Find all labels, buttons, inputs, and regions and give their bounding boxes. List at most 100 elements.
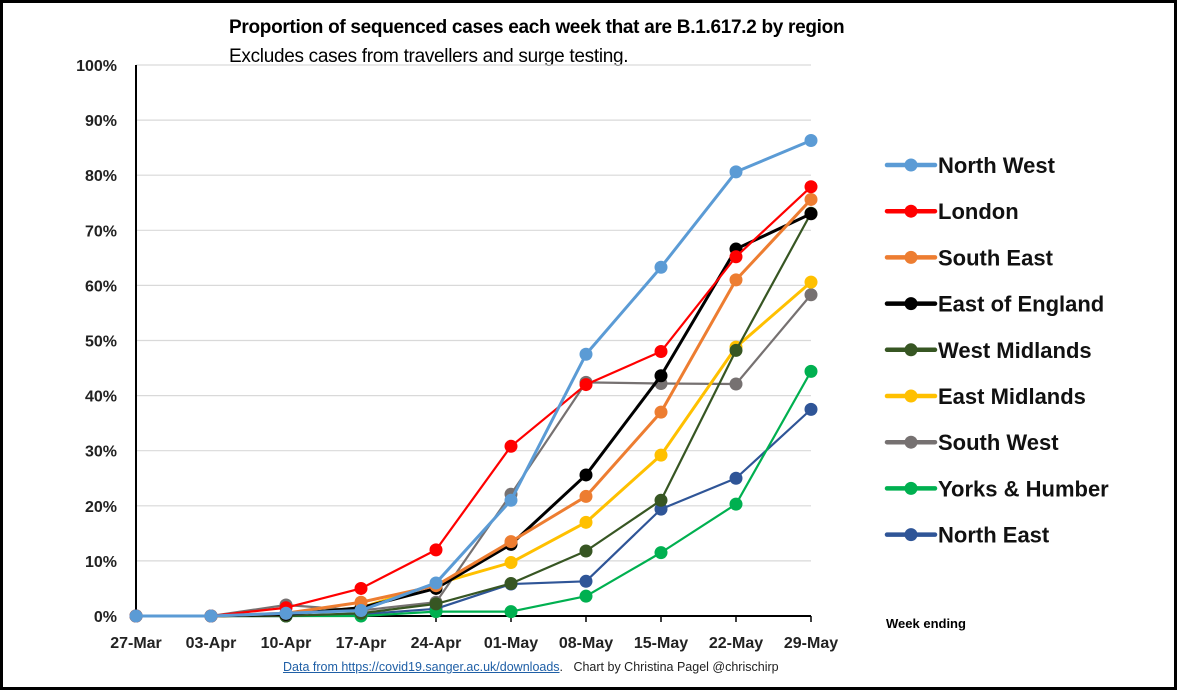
data-point — [804, 402, 818, 416]
gridlines — [136, 64, 811, 562]
x-tick-label: 27-Mar — [110, 635, 162, 652]
data-point — [429, 576, 443, 590]
series-lines — [129, 133, 818, 623]
chart-subtitle: Excludes cases from travellers and surge… — [229, 46, 633, 68]
data-point — [729, 377, 743, 391]
legend-label: South East — [938, 245, 1054, 270]
series-line — [136, 212, 812, 618]
x-tick-label: 10-Apr — [261, 635, 312, 652]
data-point — [504, 605, 518, 619]
x-tick-label: 01-May — [484, 635, 538, 652]
data-point — [804, 133, 818, 147]
data-point — [729, 343, 743, 357]
data-point — [504, 535, 518, 549]
series-london — [129, 180, 818, 623]
data-point — [579, 574, 593, 588]
legend-label: East of England — [938, 292, 1104, 317]
data-point — [504, 576, 518, 590]
data-point — [654, 448, 668, 462]
y-tick-label: 20% — [85, 499, 117, 516]
data-point — [654, 546, 668, 560]
x-tick-label: 15-May — [634, 635, 688, 652]
x-axis-title: Week ending — [886, 616, 966, 631]
legend-item: Yorks & Humber — [884, 476, 1109, 501]
data-point — [804, 364, 818, 378]
legend-swatch-marker — [904, 297, 918, 311]
legend-swatch-marker — [904, 528, 918, 542]
x-tick-label: 22-May — [709, 635, 763, 652]
data-point — [429, 597, 443, 611]
data-point — [579, 544, 593, 558]
data-point — [654, 260, 668, 274]
data-point — [729, 165, 743, 179]
footer: Data from https://covid19.sanger.ac.uk/d… — [283, 660, 779, 674]
data-point — [504, 493, 518, 507]
series-line — [136, 198, 813, 618]
series-north-east — [129, 402, 818, 623]
x-tick-label: 08-May — [559, 635, 613, 652]
x-tick-label: 17-Apr — [336, 635, 387, 652]
data-point — [804, 180, 818, 194]
data-point — [129, 609, 143, 623]
y-tick-label: 0% — [94, 609, 117, 626]
data-point — [729, 497, 743, 511]
legend-item: East of England — [884, 292, 1104, 317]
series-line — [136, 185, 812, 618]
data-point — [429, 543, 443, 557]
legend-swatch-marker — [904, 481, 918, 495]
series-line — [136, 139, 812, 618]
x-tick-label: 03-Apr — [186, 635, 237, 652]
legend-swatch-marker — [904, 389, 918, 403]
legend-label: Yorks & Humber — [938, 476, 1109, 501]
legend-item: West Midlands — [884, 338, 1092, 363]
series-yorks-humber — [129, 364, 818, 623]
legend-label: North West — [938, 153, 1056, 178]
x-tick-label: 29-May — [784, 635, 838, 652]
y-tick-label: 40% — [85, 389, 117, 406]
legend-label: North East — [938, 523, 1050, 548]
chart-credit: Chart by Christina Pagel @chrischirp — [573, 660, 779, 674]
y-tick-label: 60% — [85, 278, 117, 295]
legend-label: West Midlands — [938, 338, 1092, 363]
x-axis-ticks: 27-Mar 03-Apr 10-Apr 17-Apr 24-Apr 01-May 08-M… — [110, 616, 838, 652]
y-tick-label: 30% — [85, 444, 117, 461]
series-north-west — [129, 133, 818, 623]
data-point — [579, 515, 593, 529]
y-tick-label: 50% — [85, 334, 117, 351]
chart-title: Proportion of sequenced cases each week … — [229, 17, 845, 38]
series-west-midlands — [129, 206, 818, 623]
legend-item: London — [884, 199, 1019, 224]
data-point — [579, 347, 593, 361]
legend-label: London — [938, 199, 1019, 224]
data-point — [579, 378, 593, 392]
data-point — [729, 250, 743, 264]
series-east-of-england — [129, 207, 818, 623]
data-point — [729, 273, 743, 287]
y-tick-label: 90% — [85, 113, 117, 130]
data-point — [729, 471, 743, 485]
y-tick-label: 70% — [85, 223, 117, 240]
data-point — [804, 275, 818, 289]
legend-swatch-marker — [904, 158, 918, 172]
y-tick-label: 10% — [85, 554, 117, 571]
data-point — [504, 439, 518, 453]
series-line — [136, 212, 812, 618]
data-point — [579, 489, 593, 503]
y-axis-ticks: 0% 10% 20% 30% 40% 50% 60% 70% 80% 90% 100% — [76, 58, 117, 626]
legend-swatch-marker — [904, 204, 918, 218]
source-link[interactable]: Data from https://covid19.sanger.ac.uk/d… — [283, 660, 560, 674]
footer-separator: . — [559, 660, 564, 674]
data-point — [804, 207, 818, 221]
data-point — [504, 556, 518, 570]
data-point — [579, 468, 593, 482]
y-tick-label: 80% — [85, 168, 117, 185]
data-point — [654, 493, 668, 507]
data-point — [579, 589, 593, 603]
data-point — [204, 609, 218, 623]
series-line — [136, 370, 812, 618]
legend-item: North West — [884, 153, 1056, 178]
x-tick-label: 24-Apr — [411, 635, 462, 652]
legend: North West London South East East of Englan… — [884, 153, 1109, 548]
data-point — [279, 606, 293, 620]
